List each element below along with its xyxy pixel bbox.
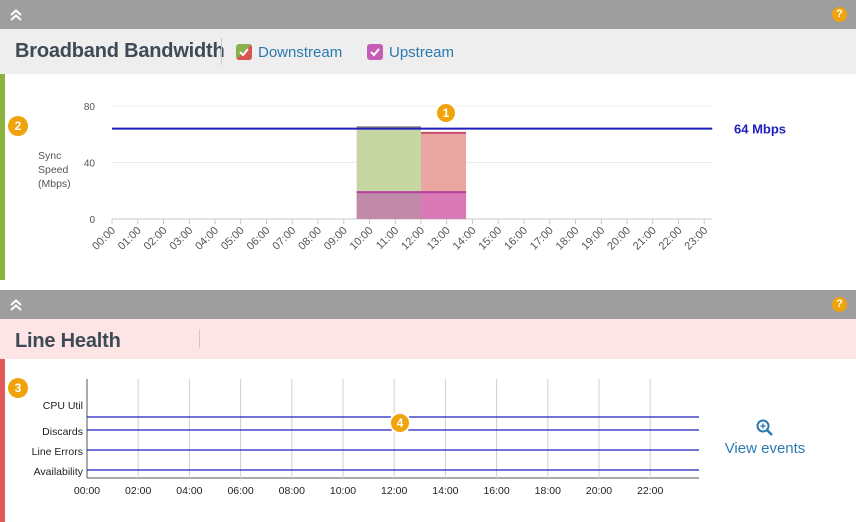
row-label: Discards: [42, 426, 83, 438]
row-label: Availability: [34, 466, 84, 478]
x-tick-label: 18:00: [554, 225, 582, 253]
x-tick-label: 18:00: [535, 485, 561, 497]
x-tick-label: 23:00: [682, 225, 710, 253]
x-tick-label: 12:00: [399, 225, 427, 253]
x-tick-label: 08:00: [279, 485, 305, 497]
help-icon[interactable]: ?: [832, 297, 847, 312]
bandwidth-panel: ? Broadband Bandwidth Downstream Upstrea…: [0, 0, 856, 280]
x-tick-label: 09:00: [322, 225, 350, 253]
y-tick-label: 0: [89, 215, 95, 226]
row-label: CPU Util: [43, 400, 83, 412]
x-tick-label: 17:00: [528, 225, 556, 253]
checkmark-icon: [239, 48, 249, 57]
bandwidth-panel-accent: [0, 0, 5, 280]
line-health-chart: 00:00 02:00 04:00 06:00 08:00 10:00 12:00 14:00…: [32, 379, 699, 497]
checkmark-icon: [370, 48, 380, 57]
x-tick-label: 10:00: [348, 225, 376, 253]
x-tick-label: 21:00: [631, 225, 659, 253]
section-title: Line Health: [15, 330, 121, 352]
x-tick-label: 13:00: [425, 225, 453, 253]
legend-upstream-toggle[interactable]: Upstream: [367, 42, 454, 62]
y-tick-label: 80: [84, 102, 96, 113]
bandwidth-chart: 80 40 0 Sync Speed (Mbps) 00:0001:0002:0003:00…: [38, 102, 786, 253]
x-tick-label: 10:00: [330, 485, 356, 497]
callout-badge-1: 1: [435, 102, 457, 124]
x-tick-label: 22:00: [637, 485, 663, 497]
x-tick-label: 20:00: [586, 485, 612, 497]
x-tick-label: 05:00: [219, 225, 247, 253]
view-events-label[interactable]: View events: [724, 440, 806, 457]
page-title: Broadband Bandwidth: [15, 40, 225, 62]
x-tick-label: 12:00: [381, 485, 407, 497]
x-tick-label: 07:00: [270, 225, 298, 253]
x-tick-label: 11:00: [374, 225, 401, 252]
title-divider: [221, 38, 222, 65]
line-health-panel-titlebar: Line Health: [0, 319, 856, 359]
collapse-chevron-icon[interactable]: [8, 297, 24, 313]
x-tick-label: 03:00: [167, 225, 195, 253]
upstream-bar: [421, 192, 467, 219]
legend-downstream-toggle[interactable]: Downstream: [236, 42, 342, 62]
callout-badge-4: 4: [389, 412, 411, 434]
view-events-link[interactable]: View events: [723, 418, 807, 457]
x-tick-label: 08:00: [296, 225, 324, 253]
callout-badge-3: 3: [8, 378, 28, 398]
y-axis-label: Sync: [38, 150, 61, 162]
x-tick-label: 14:00: [432, 485, 458, 497]
x-tick-label: 20:00: [605, 225, 633, 253]
bandwidth-panel-header-bar: ?: [0, 0, 856, 29]
help-icon[interactable]: ?: [832, 7, 847, 22]
x-tick-label: 22:00: [657, 225, 685, 253]
downstream-checkbox[interactable]: [236, 44, 252, 60]
x-tick-label: 00:00: [74, 485, 100, 497]
x-tick-label: 00:00: [90, 225, 118, 253]
y-axis-label: Speed: [38, 164, 69, 176]
x-tick-label: 04:00: [193, 225, 221, 253]
line-health-panel-accent: [0, 290, 5, 522]
collapse-chevron-icon[interactable]: [8, 7, 24, 23]
upstream-checkbox[interactable]: [367, 44, 383, 60]
x-tick-label: 06:00: [245, 225, 273, 253]
x-tick-label: 16:00: [502, 225, 530, 253]
downstream-label[interactable]: Downstream: [258, 43, 343, 61]
callout-badge-2: 2: [8, 116, 28, 136]
line-health-panel: ? Line Health 3: [0, 290, 856, 522]
x-tick-label: 06:00: [227, 485, 253, 497]
x-tick-label: 04:00: [176, 485, 202, 497]
x-tick-label: 02:00: [125, 485, 151, 497]
title-divider: [199, 329, 200, 348]
bandwidth-panel-titlebar: Broadband Bandwidth Downstream Upstream: [0, 29, 856, 74]
x-tick-label: 19:00: [579, 225, 607, 253]
x-tick-label: 14:00: [451, 225, 479, 253]
y-axis-label: (Mbps): [38, 178, 71, 190]
upstream-label[interactable]: Upstream: [389, 43, 455, 61]
x-tick-label: 15:00: [476, 225, 504, 253]
x-tick-label: 02:00: [142, 225, 170, 253]
x-tick-label: 16:00: [483, 485, 509, 497]
sync-speed-label: 64 Mbps: [734, 122, 786, 137]
row-label: Line Errors: [32, 446, 83, 458]
x-tick-label: 01:00: [116, 225, 144, 253]
zoom-search-icon[interactable]: [755, 418, 775, 438]
y-tick-label: 40: [84, 159, 96, 170]
line-health-panel-header-bar: ?: [0, 290, 856, 319]
upstream-bar: [356, 192, 421, 219]
